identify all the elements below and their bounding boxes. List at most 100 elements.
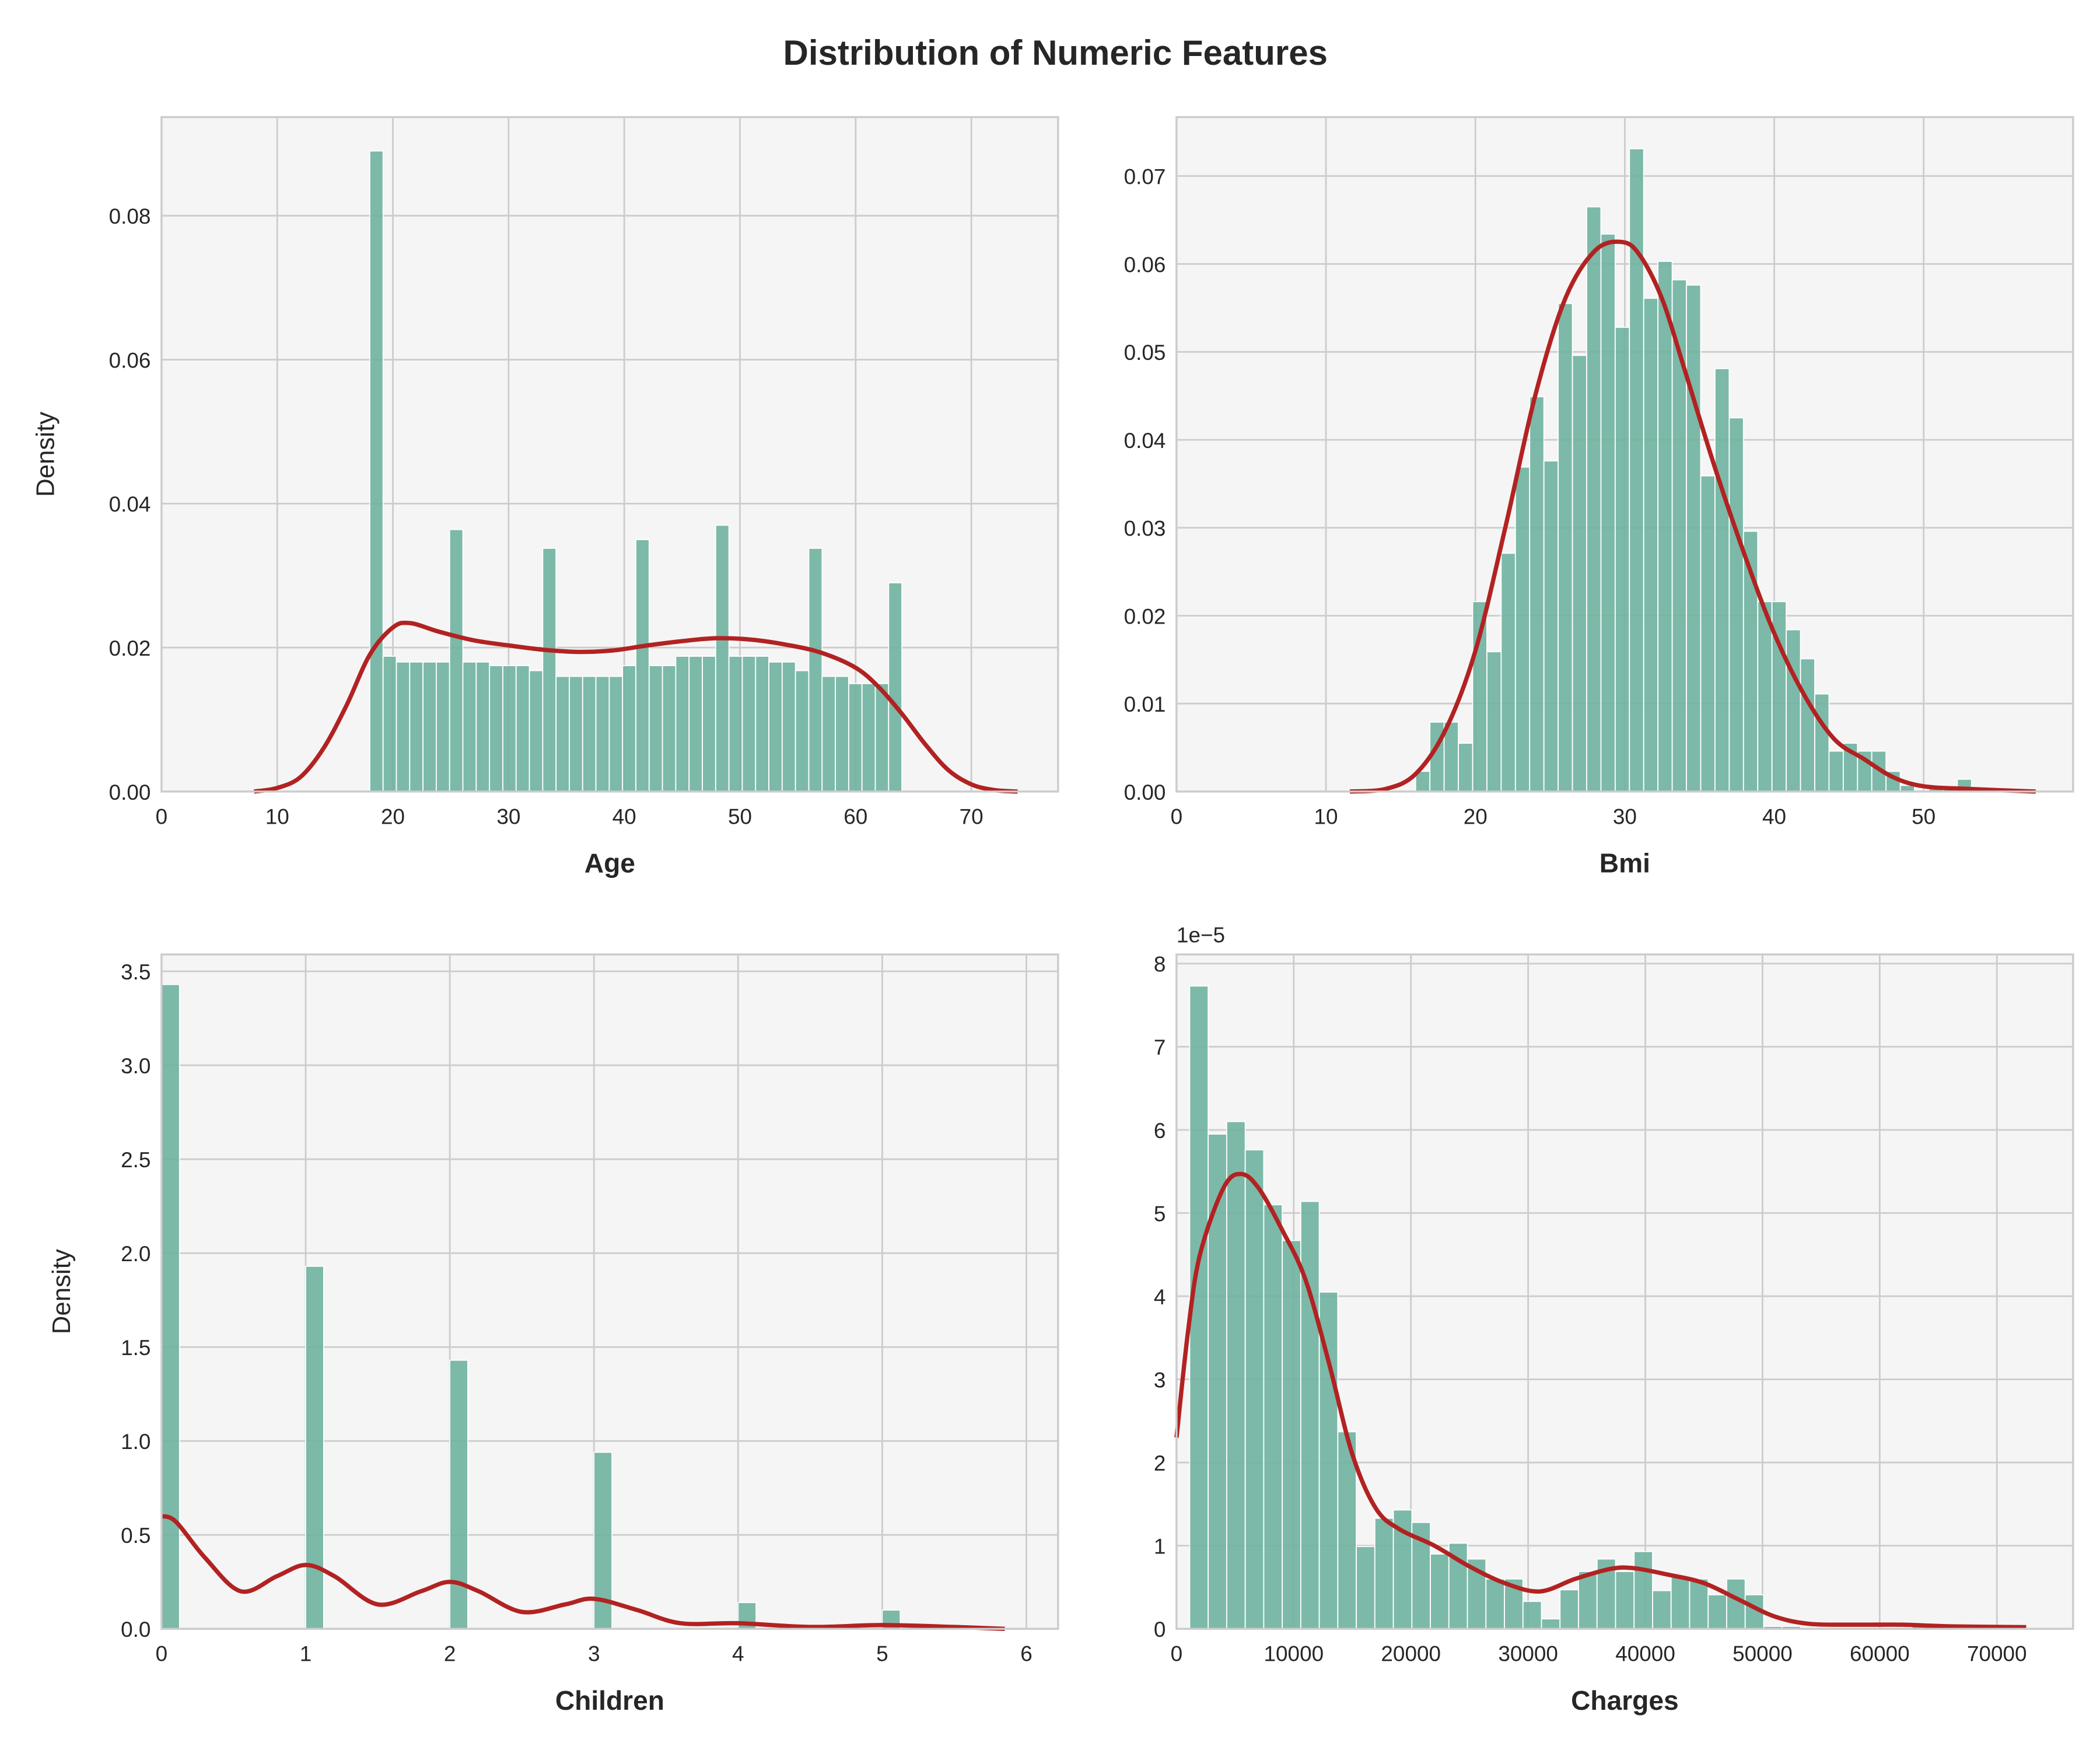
y-tick-label: 1.0 xyxy=(121,1430,150,1454)
histogram-bar xyxy=(848,682,863,792)
histogram-bar xyxy=(715,524,730,792)
x-tick-label: 40 xyxy=(612,804,636,828)
y-tick-label: 3.0 xyxy=(121,1054,150,1078)
y-axis-label: Density xyxy=(31,412,60,497)
histogram-bar xyxy=(1572,355,1587,792)
y-tick-label: 0 xyxy=(1154,1618,1166,1642)
histogram-bar xyxy=(861,682,876,792)
x-axis-label: Bmi xyxy=(1600,848,1650,878)
histogram-bar xyxy=(741,656,757,792)
axes-frame xyxy=(1175,116,2074,793)
histogram-bar xyxy=(781,661,796,792)
histogram-bar xyxy=(595,676,610,792)
histogram-bar xyxy=(1689,1578,1709,1630)
x-tick-label: 60 xyxy=(844,804,867,828)
histogram-bar xyxy=(382,656,397,792)
histogram-bar xyxy=(622,665,636,792)
y-offset-label: 1e−5 xyxy=(1177,923,1225,947)
axes-frame xyxy=(1175,953,2074,1630)
histogram-bar xyxy=(1757,601,1773,792)
x-tick-label: 10 xyxy=(1314,804,1338,828)
histogram-bar xyxy=(1514,466,1531,792)
x-tick-label: 20 xyxy=(381,804,405,828)
histogram-bar xyxy=(1485,1578,1505,1630)
kde-curve xyxy=(1174,1171,2027,1630)
y-tick-label: 0.04 xyxy=(109,492,151,516)
x-tick-label: 0 xyxy=(1171,804,1183,828)
x-axis-label: Children xyxy=(555,1685,664,1716)
y-tick-label: 0.05 xyxy=(1124,341,1166,365)
histogram-bar xyxy=(1500,552,1516,792)
histogram-bar xyxy=(1415,771,1431,792)
histogram-bar xyxy=(1522,1601,1542,1630)
histogram-bar xyxy=(1600,233,1616,792)
y-tick-label: 8 xyxy=(1154,953,1166,977)
x-tick-label: 0 xyxy=(1171,1642,1183,1666)
x-axis-label: Age xyxy=(584,848,635,878)
histogram-bar xyxy=(635,539,650,792)
y-tick-label: 2.5 xyxy=(121,1148,150,1172)
histogram-bar xyxy=(1726,1578,1746,1630)
histogram-bar xyxy=(1458,743,1474,792)
y-tick-label: 0.06 xyxy=(1124,253,1166,276)
y-tick-label: 6 xyxy=(1154,1119,1166,1143)
histogram-bar xyxy=(1714,368,1730,792)
histogram-bar xyxy=(435,661,450,792)
histogram-bar xyxy=(1318,1292,1339,1630)
figure-title: Distribution of Numeric Features xyxy=(783,33,1327,72)
y-tick-label: 1 xyxy=(1154,1535,1166,1559)
histogram-bar xyxy=(462,661,477,792)
x-tick-label: 50000 xyxy=(1732,1642,1793,1666)
histogram-bar xyxy=(449,1359,468,1630)
histogram-bar xyxy=(1657,261,1673,792)
histogram-bar xyxy=(808,547,823,792)
histogram-bar xyxy=(1486,651,1502,792)
histogram-bar xyxy=(728,656,743,792)
histogram-bar xyxy=(648,665,663,792)
histogram-bar xyxy=(702,656,716,792)
x-tick-label: 30000 xyxy=(1498,1642,1558,1666)
histogram-bar xyxy=(305,1265,324,1630)
y-tick-label: 0.02 xyxy=(109,636,151,660)
histogram-bar xyxy=(1700,475,1716,792)
x-tick-label: 2 xyxy=(444,1642,456,1666)
histogram-bar xyxy=(542,547,557,792)
histogram-bar xyxy=(1282,1240,1301,1630)
histogram-bar xyxy=(1356,1546,1376,1630)
y-tick-label: 2 xyxy=(1154,1451,1166,1475)
histogram-bar xyxy=(1558,303,1573,792)
histogram-bar xyxy=(1543,460,1559,792)
histogram-bar xyxy=(1559,1589,1579,1630)
histogram-bar xyxy=(1686,284,1702,792)
x-tick-label: 10 xyxy=(265,804,289,828)
x-tick-label: 1 xyxy=(300,1642,312,1666)
histogram-bar xyxy=(161,984,180,1630)
histogram-bar xyxy=(475,661,491,792)
histogram-bar xyxy=(555,676,570,792)
y-tick-label: 0.08 xyxy=(109,205,151,229)
histogram-bar xyxy=(1670,1576,1690,1630)
histogram-bar xyxy=(1800,658,1815,792)
histogram-bar xyxy=(1633,1550,1653,1630)
histogram-bar xyxy=(502,665,517,792)
histogram-bar xyxy=(1244,1149,1265,1630)
histogram-bar xyxy=(515,665,530,792)
x-tick-label: 50 xyxy=(728,804,752,828)
histogram-bar xyxy=(1586,206,1602,792)
x-tick-label: 70000 xyxy=(1967,1642,2027,1666)
x-tick-label: 30 xyxy=(1613,804,1637,828)
histogram-bar xyxy=(1541,1618,1561,1630)
y-tick-label: 3 xyxy=(1154,1368,1166,1392)
histogram-bar xyxy=(369,150,384,792)
histogram-bar xyxy=(888,582,903,792)
axes-frame xyxy=(160,953,1059,1630)
histogram-bar xyxy=(1208,1133,1227,1630)
histogram-bar xyxy=(1578,1571,1598,1630)
histogram-bar xyxy=(1430,1553,1450,1630)
histogram-bar xyxy=(582,676,597,792)
histogram-bar xyxy=(688,656,703,792)
y-tick-label: 0.00 xyxy=(1124,780,1166,804)
histogram-bar xyxy=(1263,1204,1283,1630)
axes-frame xyxy=(160,116,1059,793)
x-tick-label: 60000 xyxy=(1850,1642,1910,1666)
